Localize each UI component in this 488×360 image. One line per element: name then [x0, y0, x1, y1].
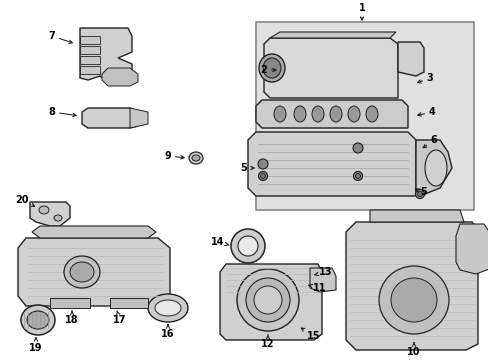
Polygon shape	[32, 226, 156, 238]
Text: 17: 17	[113, 311, 126, 325]
Text: 12: 12	[261, 335, 274, 349]
Ellipse shape	[258, 159, 267, 169]
Ellipse shape	[415, 189, 424, 198]
Text: 5: 5	[415, 187, 427, 197]
Polygon shape	[80, 28, 132, 84]
Polygon shape	[247, 132, 415, 196]
Polygon shape	[264, 38, 397, 98]
Ellipse shape	[189, 152, 203, 164]
Polygon shape	[220, 264, 321, 340]
Text: 8: 8	[48, 107, 76, 117]
Ellipse shape	[148, 294, 187, 322]
Ellipse shape	[253, 286, 282, 314]
Text: 9: 9	[164, 151, 184, 161]
Text: 3: 3	[417, 73, 432, 83]
Text: 4: 4	[417, 107, 434, 117]
Text: 6: 6	[422, 135, 436, 148]
Ellipse shape	[258, 171, 267, 180]
Ellipse shape	[21, 305, 55, 335]
Polygon shape	[415, 140, 451, 196]
Polygon shape	[50, 298, 90, 308]
Polygon shape	[18, 238, 170, 306]
Polygon shape	[346, 222, 477, 350]
Text: 5: 5	[240, 163, 254, 173]
Ellipse shape	[54, 215, 62, 221]
Polygon shape	[309, 268, 335, 292]
Polygon shape	[102, 68, 138, 86]
Ellipse shape	[352, 143, 362, 153]
Ellipse shape	[245, 278, 289, 322]
Ellipse shape	[347, 106, 359, 122]
Polygon shape	[130, 108, 148, 128]
Ellipse shape	[365, 106, 377, 122]
Text: 18: 18	[65, 311, 79, 325]
Polygon shape	[82, 108, 138, 128]
Ellipse shape	[192, 155, 200, 161]
Polygon shape	[256, 100, 407, 128]
Bar	[256, 22, 473, 210]
Text: 7: 7	[48, 31, 72, 43]
Polygon shape	[455, 224, 488, 274]
Ellipse shape	[260, 174, 265, 179]
Ellipse shape	[230, 229, 264, 263]
Ellipse shape	[293, 106, 305, 122]
Ellipse shape	[311, 106, 324, 122]
Ellipse shape	[355, 174, 360, 179]
Polygon shape	[369, 210, 463, 222]
Ellipse shape	[155, 300, 181, 316]
Polygon shape	[80, 56, 100, 64]
Text: 14: 14	[211, 237, 228, 247]
Ellipse shape	[70, 262, 94, 282]
Text: 15: 15	[301, 328, 320, 341]
Polygon shape	[30, 202, 70, 226]
Polygon shape	[397, 42, 423, 76]
Ellipse shape	[64, 256, 100, 288]
Text: 2: 2	[260, 65, 276, 75]
Ellipse shape	[273, 106, 285, 122]
Ellipse shape	[237, 269, 298, 331]
Ellipse shape	[27, 311, 49, 329]
Text: 13: 13	[314, 267, 332, 277]
Ellipse shape	[263, 58, 281, 78]
Text: 16: 16	[161, 325, 174, 339]
Polygon shape	[80, 46, 100, 54]
Ellipse shape	[353, 171, 362, 180]
Text: 20: 20	[15, 195, 35, 206]
Ellipse shape	[329, 106, 341, 122]
Text: 19: 19	[29, 338, 42, 353]
Polygon shape	[80, 66, 100, 74]
Text: 10: 10	[407, 343, 420, 357]
Ellipse shape	[238, 236, 258, 256]
Ellipse shape	[390, 278, 436, 322]
Polygon shape	[110, 298, 148, 308]
Text: 11: 11	[308, 283, 326, 293]
Polygon shape	[269, 32, 395, 38]
Ellipse shape	[417, 192, 422, 197]
Ellipse shape	[378, 266, 448, 334]
Ellipse shape	[259, 54, 285, 82]
Ellipse shape	[424, 150, 446, 186]
Ellipse shape	[39, 206, 49, 214]
Polygon shape	[80, 36, 100, 44]
Text: 1: 1	[358, 3, 365, 20]
